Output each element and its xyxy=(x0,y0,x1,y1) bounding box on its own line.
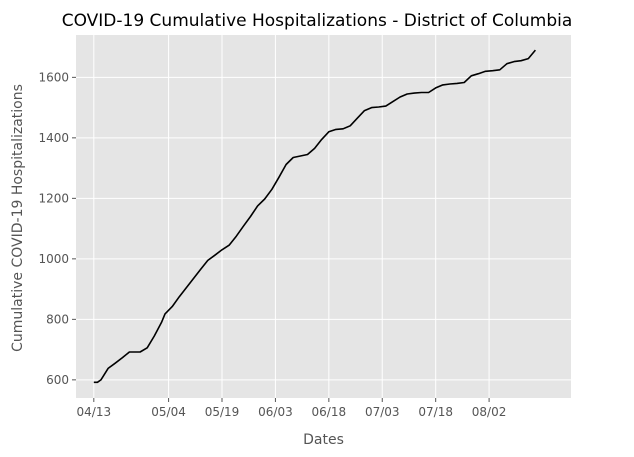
y-tick-label: 600 xyxy=(46,373,69,387)
y-axis-label: Cumulative COVID-19 Hospitalizations xyxy=(10,84,26,352)
x-tick-label: 07/18 xyxy=(418,405,453,419)
x-tick-label: 08/02 xyxy=(472,405,507,419)
x-tick-label: 05/04 xyxy=(151,405,186,419)
x-tick-label: 07/03 xyxy=(365,405,400,419)
x-axis-label: Dates xyxy=(303,432,344,448)
plot-area xyxy=(76,35,571,398)
x-tick-label: 04/13 xyxy=(77,405,112,419)
x-tick-label: 06/03 xyxy=(258,405,293,419)
y-tick-label: 800 xyxy=(46,312,69,326)
x-tick-label: 05/19 xyxy=(205,405,240,419)
chart-title: COVID-19 Cumulative Hospitalizations - D… xyxy=(62,11,573,31)
y-tick-label: 1200 xyxy=(38,191,69,205)
y-tick-label: 1000 xyxy=(38,252,69,266)
y-tick-label: 1600 xyxy=(38,70,69,84)
y-tick-label: 1400 xyxy=(38,131,69,145)
y-axis-ticks: 600 800 1000 1200 1400 1600 xyxy=(38,70,76,387)
grid-lines xyxy=(76,35,571,398)
x-tick-label: 06/18 xyxy=(312,405,347,419)
series-layer xyxy=(93,49,537,384)
x-axis-ticks: 04/13 05/04 05/19 06/03 06/18 07/03 07/18 08/02 xyxy=(77,398,507,419)
series-line xyxy=(93,49,537,384)
